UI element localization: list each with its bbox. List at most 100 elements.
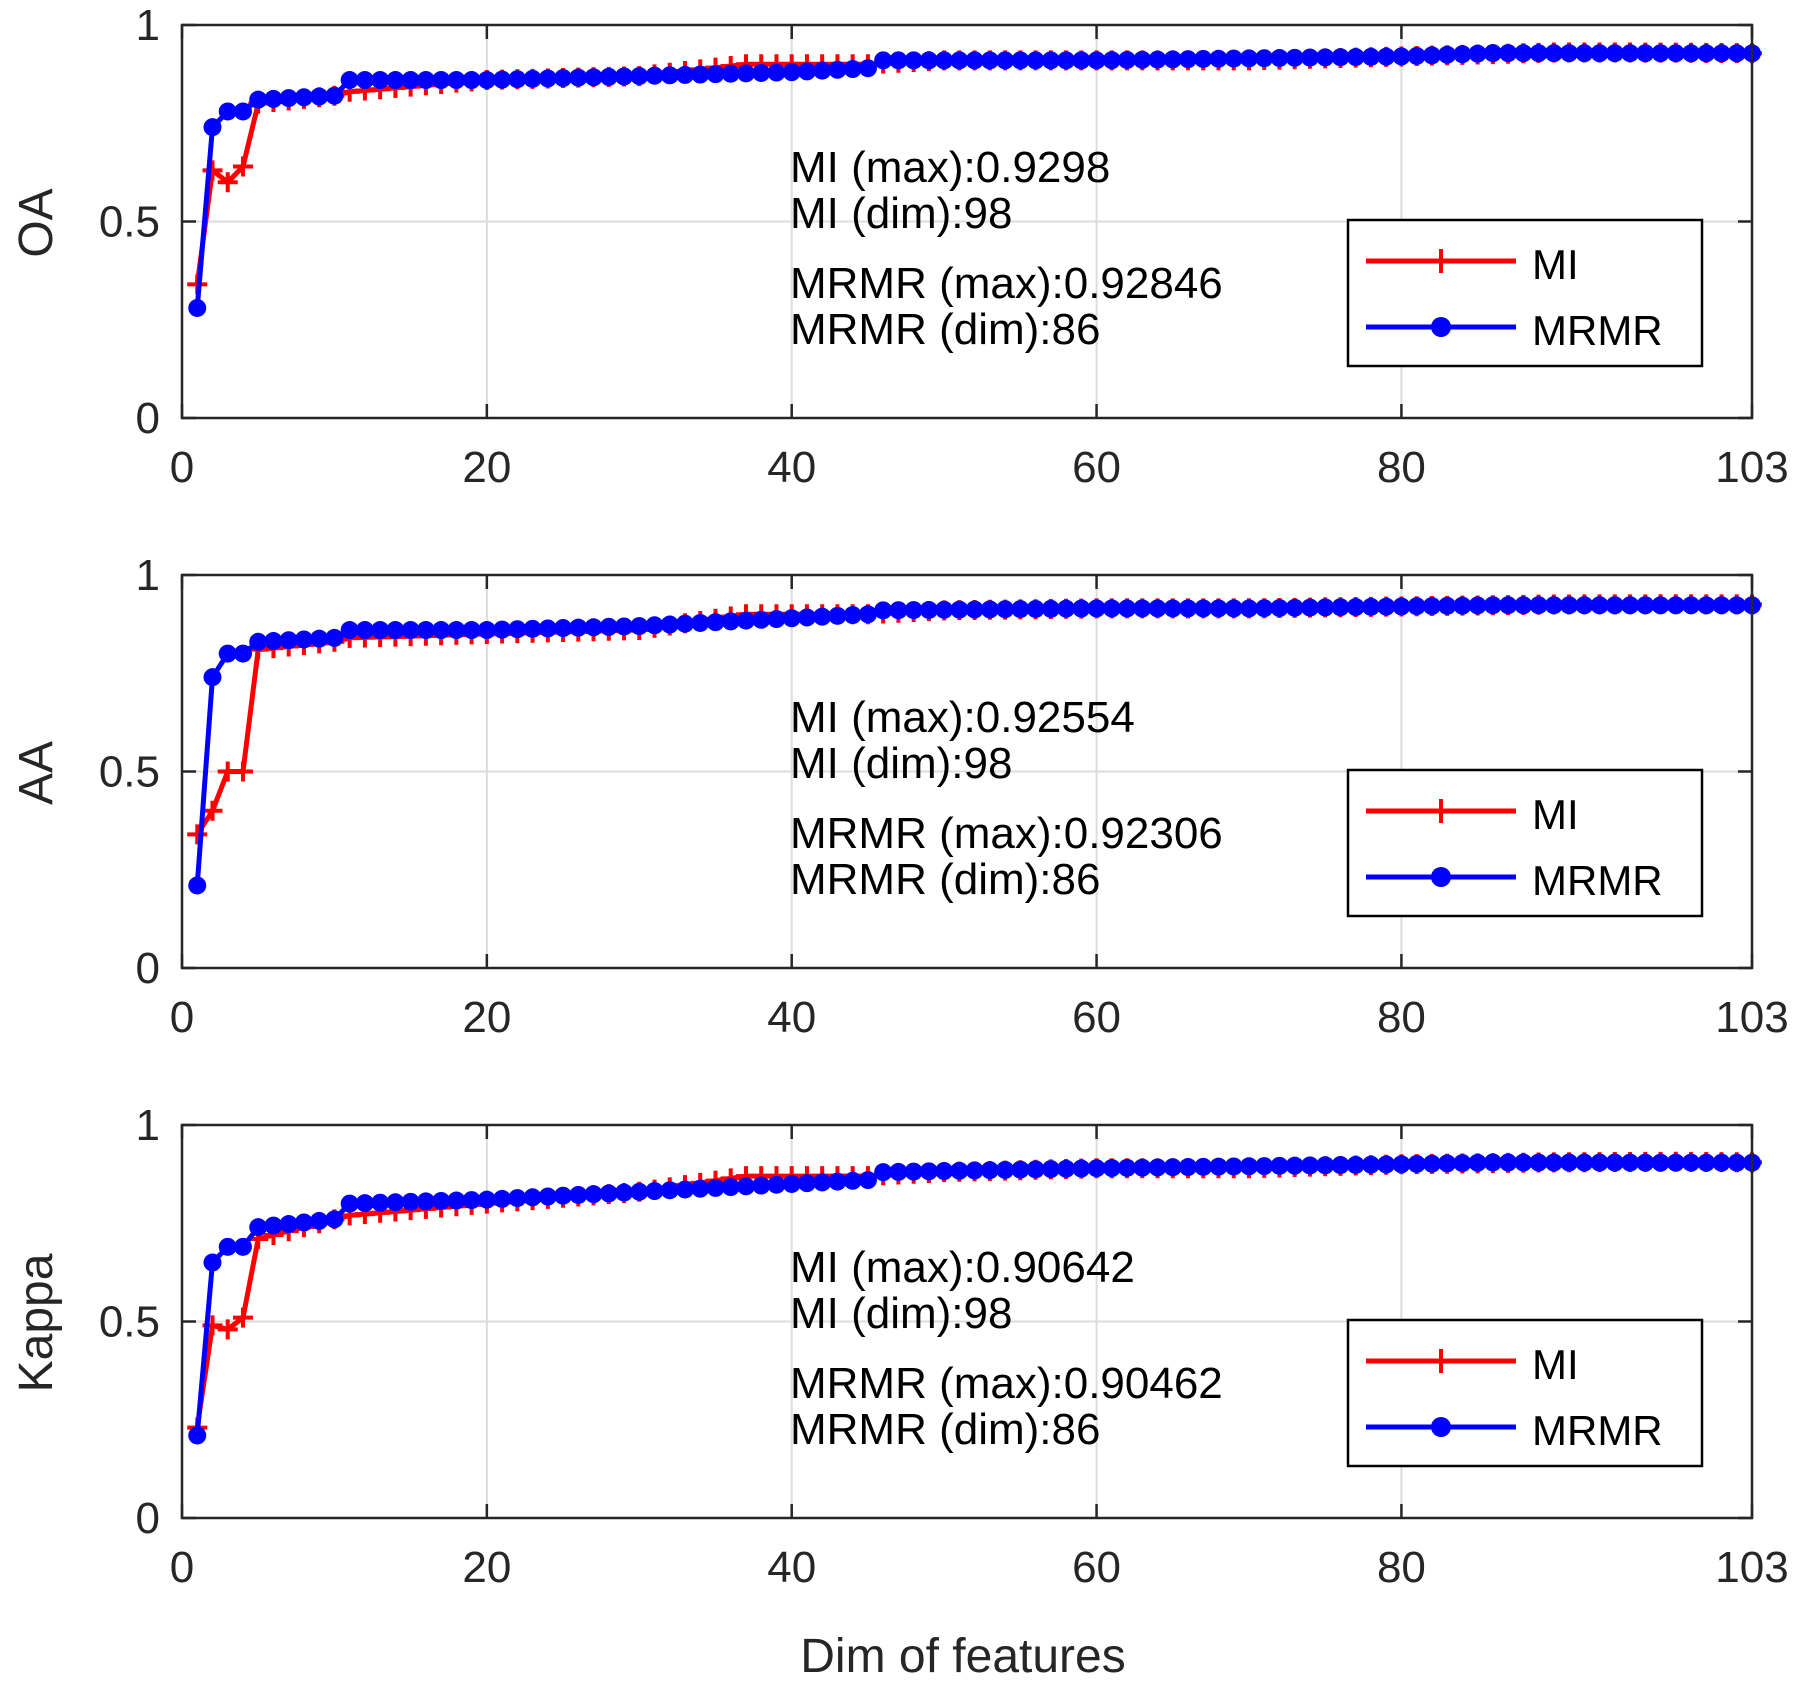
mrmr-point	[1529, 44, 1548, 63]
mrmr-point	[401, 621, 420, 640]
mrmr-point	[691, 1179, 710, 1198]
mrmr-point	[203, 668, 222, 687]
mrmr-point	[477, 71, 496, 90]
mrmr-point	[1438, 45, 1457, 64]
y-tick-label: 0	[136, 1494, 160, 1543]
x-tick-label: 40	[767, 443, 816, 492]
mrmr-point	[813, 1173, 832, 1192]
mrmr-point	[264, 89, 283, 108]
mrmr-point	[1057, 599, 1076, 618]
x-tick-label: 20	[462, 993, 511, 1042]
mrmr-point	[782, 1174, 801, 1193]
mrmr-point	[1636, 596, 1655, 615]
mrmr-point	[1087, 599, 1106, 618]
mi-point	[217, 1319, 238, 1340]
legend-box	[1346, 768, 1704, 918]
mrmr-point	[1621, 596, 1640, 615]
mrmr-point	[523, 619, 542, 638]
mrmr-point	[1133, 599, 1152, 618]
mrmr-point	[736, 64, 755, 83]
mrmr-point	[294, 1213, 313, 1232]
mi-point	[202, 160, 223, 181]
x-tick-label: 20	[462, 443, 511, 492]
mrmr-point	[1377, 597, 1396, 616]
mrmr-point	[203, 118, 222, 137]
mrmr-point	[538, 69, 557, 88]
mrmr-point	[1041, 51, 1060, 70]
x-tick-label: 40	[767, 1543, 816, 1592]
mrmr-point	[233, 644, 252, 663]
mrmr-point	[584, 618, 603, 637]
y-tick-label: 1	[136, 551, 160, 600]
mrmr-point	[447, 71, 466, 90]
mrmr-point	[401, 1192, 420, 1211]
mrmr-point	[1300, 1156, 1319, 1175]
mrmr-point	[1529, 596, 1548, 615]
mrmr-point	[1560, 44, 1579, 63]
mrmr-point	[889, 1162, 908, 1181]
annotation-mrmr-max: MRMR (max):0.90462	[790, 1359, 1223, 1408]
mrmr-point	[691, 65, 710, 84]
mrmr-point	[736, 1177, 755, 1196]
series-layer	[187, 594, 1762, 895]
mrmr-point	[1239, 1157, 1258, 1176]
mrmr-point	[355, 1194, 374, 1213]
x-tick-label: 103	[1715, 443, 1788, 492]
mrmr-point	[599, 67, 618, 86]
mrmr-point	[874, 51, 893, 70]
mrmr-point	[1651, 1153, 1670, 1172]
legend-box	[1346, 218, 1704, 368]
mrmr-point	[340, 1194, 359, 1213]
mrmr-point	[1727, 596, 1746, 615]
x-tick-label: 60	[1072, 443, 1121, 492]
mrmr-point	[1712, 596, 1731, 615]
mrmr-point	[1239, 49, 1258, 68]
mrmr-point	[980, 1161, 999, 1180]
x-tick-label: 60	[1072, 993, 1121, 1042]
mrmr-point	[1514, 596, 1533, 615]
mrmr-point	[1224, 599, 1243, 618]
mrmr-point	[508, 620, 527, 639]
mrmr-point	[1422, 597, 1441, 616]
mrmr-point	[1011, 51, 1030, 70]
mrmr-point	[371, 1193, 390, 1212]
mrmr-point	[1072, 599, 1091, 618]
mrmr-point	[1163, 1158, 1182, 1177]
mrmr-point	[432, 1191, 451, 1210]
mrmr-point	[1468, 1153, 1487, 1172]
mrmr-point	[1468, 596, 1487, 615]
mrmr-point	[279, 631, 298, 650]
y-tick-label: 0	[136, 394, 160, 443]
mrmr-point	[645, 616, 664, 635]
legend-label-mrmr: MRMR	[1532, 307, 1663, 354]
mrmr-point	[554, 1186, 573, 1205]
mrmr-point	[386, 621, 405, 640]
mrmr-point	[1118, 1158, 1137, 1177]
mrmr-point	[1697, 596, 1716, 615]
mrmr-point	[1499, 1153, 1518, 1172]
mi-point	[217, 172, 238, 193]
mrmr-point	[1316, 598, 1335, 617]
mrmr-point	[782, 63, 801, 82]
legend-marker-mi	[1429, 799, 1453, 823]
mrmr-point	[1148, 599, 1167, 618]
mrmr-point	[1392, 1155, 1411, 1174]
annotation-mi-dim: MI (dim):98	[790, 189, 1012, 238]
legend-layer	[1346, 1318, 1704, 1468]
x-tick-label: 80	[1377, 443, 1426, 492]
mrmr-point	[1118, 50, 1137, 69]
mrmr-point	[660, 66, 679, 85]
mrmr-point	[1179, 599, 1198, 618]
mrmr-point	[1270, 599, 1289, 618]
mrmr-point	[1057, 1159, 1076, 1178]
mrmr-point	[630, 1182, 649, 1201]
mrmr-point	[355, 621, 374, 640]
legend-label-mrmr: MRMR	[1532, 857, 1663, 904]
mrmr-point	[310, 1211, 329, 1230]
mrmr-point	[813, 61, 832, 80]
legend-marker-mi	[1429, 1349, 1453, 1373]
mrmr-point	[310, 87, 329, 106]
kappa-ylabel: Kappa	[10, 1253, 63, 1392]
mrmr-point	[721, 64, 740, 83]
